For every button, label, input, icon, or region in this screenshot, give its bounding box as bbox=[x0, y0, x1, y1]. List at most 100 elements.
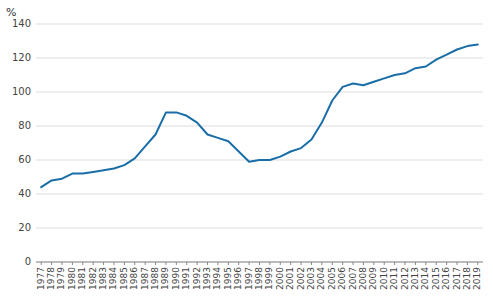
x-tick bbox=[342, 262, 343, 265]
x-tick bbox=[249, 262, 250, 265]
x-tick bbox=[176, 262, 177, 265]
x-tick-label: 1989 bbox=[160, 267, 170, 290]
x-tick bbox=[186, 262, 187, 265]
y-tick-label: 60 bbox=[18, 154, 31, 165]
x-tick-label: 2005 bbox=[327, 267, 337, 290]
x-tick bbox=[425, 262, 426, 265]
x-tick bbox=[259, 262, 260, 265]
x-tick-label: 2018 bbox=[462, 267, 472, 290]
x-tick-label: 2003 bbox=[306, 267, 316, 290]
x-tick bbox=[124, 262, 125, 265]
x-tick-label: 1987 bbox=[140, 267, 150, 290]
x-tick-label: 2019 bbox=[472, 267, 482, 290]
x-tick bbox=[457, 262, 458, 265]
x-tick-label: 2016 bbox=[441, 267, 451, 290]
x-tick-label: 2002 bbox=[296, 267, 306, 290]
x-tick bbox=[373, 262, 374, 265]
x-tick bbox=[134, 262, 135, 265]
x-tick-label: 2017 bbox=[452, 267, 462, 290]
x-tick bbox=[467, 262, 468, 265]
x-tick-label: 2000 bbox=[275, 267, 285, 290]
x-tick-label: 1981 bbox=[77, 267, 87, 290]
x-tick bbox=[113, 262, 114, 265]
x-tick-label: 1978 bbox=[46, 267, 56, 290]
x-tick bbox=[238, 262, 239, 265]
y-tick-label: 0 bbox=[25, 256, 31, 267]
y-axis-label: % bbox=[6, 6, 16, 19]
x-tick-label: 2015 bbox=[431, 267, 441, 290]
x-tick bbox=[477, 262, 478, 265]
x-tick-label: 1990 bbox=[171, 267, 181, 290]
y-tick-label: 100 bbox=[12, 86, 31, 97]
x-tick bbox=[269, 262, 270, 265]
x-tick-label: 2010 bbox=[379, 267, 389, 290]
chart: 0204060801001201401977197819791980198119… bbox=[0, 0, 493, 306]
x-tick-label: 1993 bbox=[202, 267, 212, 290]
x-tick-label: 2008 bbox=[358, 267, 368, 290]
x-tick-label: 2001 bbox=[285, 267, 295, 290]
x-tick-label: 1977 bbox=[36, 267, 46, 290]
grid-line bbox=[36, 24, 483, 25]
x-tick-label: 1983 bbox=[98, 267, 108, 290]
x-tick bbox=[197, 262, 198, 265]
x-tick bbox=[290, 262, 291, 265]
x-tick-label: 1988 bbox=[150, 267, 160, 290]
x-tick bbox=[321, 262, 322, 265]
x-tick bbox=[217, 262, 218, 265]
x-tick bbox=[280, 262, 281, 265]
x-tick-label: 1994 bbox=[212, 267, 222, 290]
x-tick-label: 1997 bbox=[244, 267, 254, 290]
x-tick-label: 2014 bbox=[420, 267, 430, 290]
x-tick-label: 2009 bbox=[368, 267, 378, 290]
x-tick-label: 1984 bbox=[108, 267, 118, 290]
x-tick-label: 1991 bbox=[181, 267, 191, 290]
x-tick-label: 2004 bbox=[316, 267, 326, 290]
x-tick bbox=[72, 262, 73, 265]
x-tick-label: 1980 bbox=[67, 267, 77, 290]
x-tick bbox=[207, 262, 208, 265]
x-tick-label: 1999 bbox=[264, 267, 274, 290]
x-tick-label: 2006 bbox=[337, 267, 347, 290]
x-tick bbox=[311, 262, 312, 265]
plot-area bbox=[41, 44, 478, 187]
x-tick-label: 1998 bbox=[254, 267, 264, 290]
x-tick-label: 1982 bbox=[88, 267, 98, 290]
x-tick-label: 2007 bbox=[348, 267, 358, 290]
x-tick bbox=[145, 262, 146, 265]
x-tick-label: 1992 bbox=[192, 267, 202, 290]
x-tick-label: 2011 bbox=[389, 267, 399, 290]
x-tick-label: 1979 bbox=[56, 267, 66, 290]
x-tick bbox=[384, 262, 385, 265]
x-tick bbox=[41, 262, 42, 265]
x-tick bbox=[93, 262, 94, 265]
chart-container: 0204060801001201401977197819791980198119… bbox=[0, 0, 493, 306]
x-tick bbox=[394, 262, 395, 265]
x-tick bbox=[61, 262, 62, 265]
x-tick-label: 2013 bbox=[410, 267, 420, 290]
x-tick-label: 1996 bbox=[233, 267, 243, 290]
x-tick bbox=[228, 262, 229, 265]
grid bbox=[36, 24, 483, 262]
grid-line bbox=[36, 228, 483, 229]
x-tick bbox=[51, 262, 52, 265]
x-tick bbox=[82, 262, 83, 265]
x-tick bbox=[103, 262, 104, 265]
y-tick-label: 40 bbox=[18, 188, 31, 199]
x-tick bbox=[353, 262, 354, 265]
y-tick-label: 120 bbox=[12, 52, 31, 63]
grid-line bbox=[36, 92, 483, 93]
x-tick-label: 1995 bbox=[223, 267, 233, 290]
data-line bbox=[41, 44, 478, 187]
grid-line bbox=[36, 126, 483, 127]
x-tick bbox=[405, 262, 406, 265]
grid-line bbox=[36, 58, 483, 59]
y-tick-label: 80 bbox=[18, 120, 31, 131]
x-tick-label: 1985 bbox=[119, 267, 129, 290]
x-tick bbox=[332, 262, 333, 265]
grid-line bbox=[36, 194, 483, 195]
x-tick-label: 1986 bbox=[129, 267, 139, 290]
x-tick bbox=[446, 262, 447, 265]
x-tick-label: 2012 bbox=[400, 267, 410, 290]
x-tick bbox=[415, 262, 416, 265]
x-tick bbox=[165, 262, 166, 265]
